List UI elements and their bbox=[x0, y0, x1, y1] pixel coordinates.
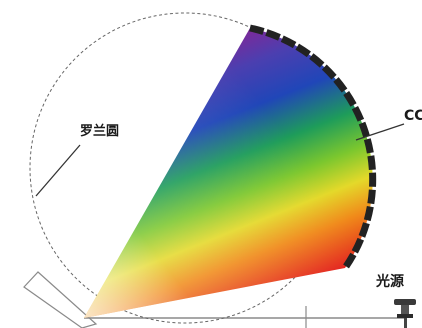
light-source-label: 光源 bbox=[376, 274, 404, 290]
optical-rail bbox=[23, 271, 404, 328]
rowland-circle-label: 罗兰圆 bbox=[80, 124, 120, 139]
ccd-detector-array bbox=[249, 24, 377, 270]
ccd-label: CC bbox=[404, 108, 422, 124]
spectrum-fan-fade bbox=[84, 28, 373, 318]
ccd-leader-line bbox=[355, 123, 405, 141]
light-source-icon bbox=[394, 299, 416, 328]
rowland-leader-line bbox=[35, 144, 81, 197]
